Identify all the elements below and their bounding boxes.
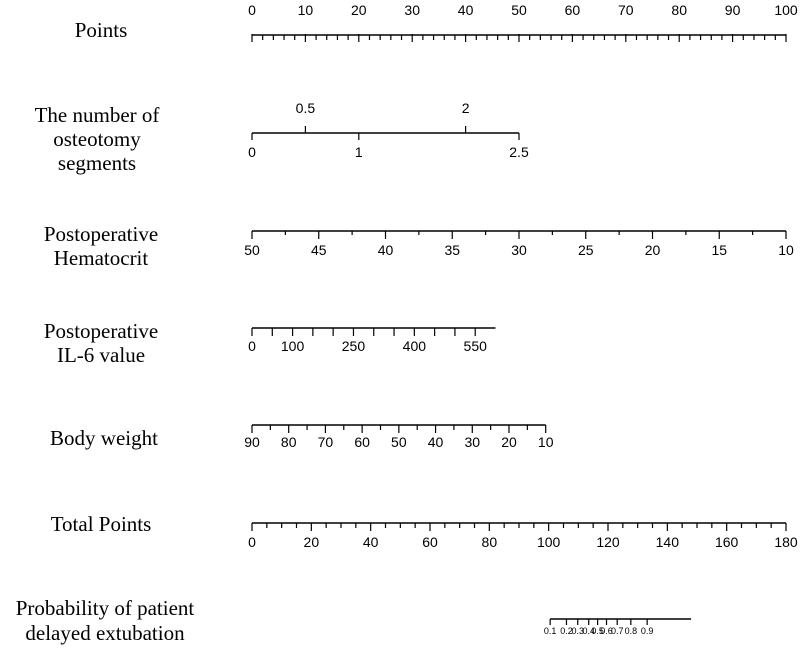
weight-tick-label: 40 bbox=[428, 434, 444, 450]
points-tick-label: 20 bbox=[351, 2, 367, 18]
hematocrit-tick-label: 40 bbox=[378, 242, 394, 258]
row-label: segments bbox=[58, 151, 136, 175]
hematocrit-tick-label: 35 bbox=[444, 242, 460, 258]
hematocrit-tick-label: 15 bbox=[711, 242, 727, 258]
il6-tick-label: 100 bbox=[281, 338, 305, 354]
points-tick-label: 0 bbox=[248, 2, 256, 18]
total-tick-label: 180 bbox=[774, 534, 798, 550]
hematocrit-tick-label: 30 bbox=[511, 242, 527, 258]
probability-tick-label: 0.8 bbox=[625, 626, 638, 636]
total-tick-label: 40 bbox=[363, 534, 379, 550]
il6-tick-label: 0 bbox=[248, 338, 256, 354]
il6-tick-label: 250 bbox=[342, 338, 366, 354]
weight-tick-label: 50 bbox=[391, 434, 407, 450]
row-label: Postoperative bbox=[44, 222, 158, 246]
total-tick-label: 80 bbox=[482, 534, 498, 550]
weight-tick-label: 60 bbox=[354, 434, 370, 450]
points-tick-label: 80 bbox=[671, 2, 687, 18]
probability-tick-label: 0.1 bbox=[544, 626, 557, 636]
osteotomy-tick-label: 0 bbox=[248, 144, 256, 160]
row-label: delayed extubation bbox=[25, 621, 185, 645]
probability-tick-label: 0.4 bbox=[582, 626, 595, 636]
points-tick-label: 70 bbox=[618, 2, 634, 18]
hematocrit-tick-label: 50 bbox=[244, 242, 260, 258]
probability-tick-label: 0.5 bbox=[591, 626, 604, 636]
weight-tick-label: 80 bbox=[281, 434, 297, 450]
hematocrit-tick-label: 10 bbox=[778, 242, 794, 258]
weight-tick-label: 70 bbox=[318, 434, 334, 450]
probability-tick-label: 0.9 bbox=[641, 626, 654, 636]
total-tick-label: 120 bbox=[596, 534, 620, 550]
weight-tick-label: 20 bbox=[501, 434, 517, 450]
row-label: Hematocrit bbox=[54, 246, 149, 270]
osteotomy-tick-label: 2.5 bbox=[509, 144, 529, 160]
probability-tick-label: 0.6 bbox=[600, 626, 613, 636]
probability-tick-label: 0.7 bbox=[611, 626, 624, 636]
row-label: Body weight bbox=[50, 426, 158, 450]
probability-tick-label: 0.3 bbox=[571, 626, 584, 636]
points-tick-label: 90 bbox=[725, 2, 741, 18]
weight-tick-label: 10 bbox=[538, 434, 554, 450]
points-tick-label: 40 bbox=[458, 2, 474, 18]
weight-tick-label: 90 bbox=[244, 434, 260, 450]
row-label: Points bbox=[75, 18, 128, 42]
hematocrit-tick-label: 45 bbox=[311, 242, 327, 258]
points-tick-label: 100 bbox=[774, 2, 798, 18]
row-label: The number of bbox=[35, 103, 160, 127]
weight-tick-label: 30 bbox=[464, 434, 480, 450]
probability-tick-label: 0.2 bbox=[560, 626, 573, 636]
points-tick-label: 60 bbox=[565, 2, 581, 18]
osteotomy-tick-label: 1 bbox=[355, 144, 363, 160]
row-label: Total Points bbox=[51, 512, 152, 536]
hematocrit-tick-label: 20 bbox=[645, 242, 661, 258]
row-label: IL-6 value bbox=[57, 343, 145, 367]
points-tick-label: 50 bbox=[511, 2, 527, 18]
il6-tick-label: 550 bbox=[464, 338, 488, 354]
osteotomy-tick-label: 0.5 bbox=[296, 100, 316, 116]
total-tick-label: 20 bbox=[304, 534, 320, 550]
row-label: Postoperative bbox=[44, 319, 158, 343]
hematocrit-tick-label: 25 bbox=[578, 242, 594, 258]
il6-tick-label: 400 bbox=[403, 338, 427, 354]
total-tick-label: 100 bbox=[537, 534, 561, 550]
osteotomy-tick-label: 2 bbox=[462, 100, 470, 116]
row-label: osteotomy bbox=[53, 127, 141, 151]
points-tick-label: 30 bbox=[404, 2, 420, 18]
points-tick-label: 10 bbox=[298, 2, 314, 18]
total-tick-label: 0 bbox=[248, 534, 256, 550]
total-tick-label: 160 bbox=[715, 534, 739, 550]
total-tick-label: 140 bbox=[656, 534, 680, 550]
total-tick-label: 60 bbox=[422, 534, 438, 550]
row-label: Probability of patient bbox=[16, 596, 195, 620]
